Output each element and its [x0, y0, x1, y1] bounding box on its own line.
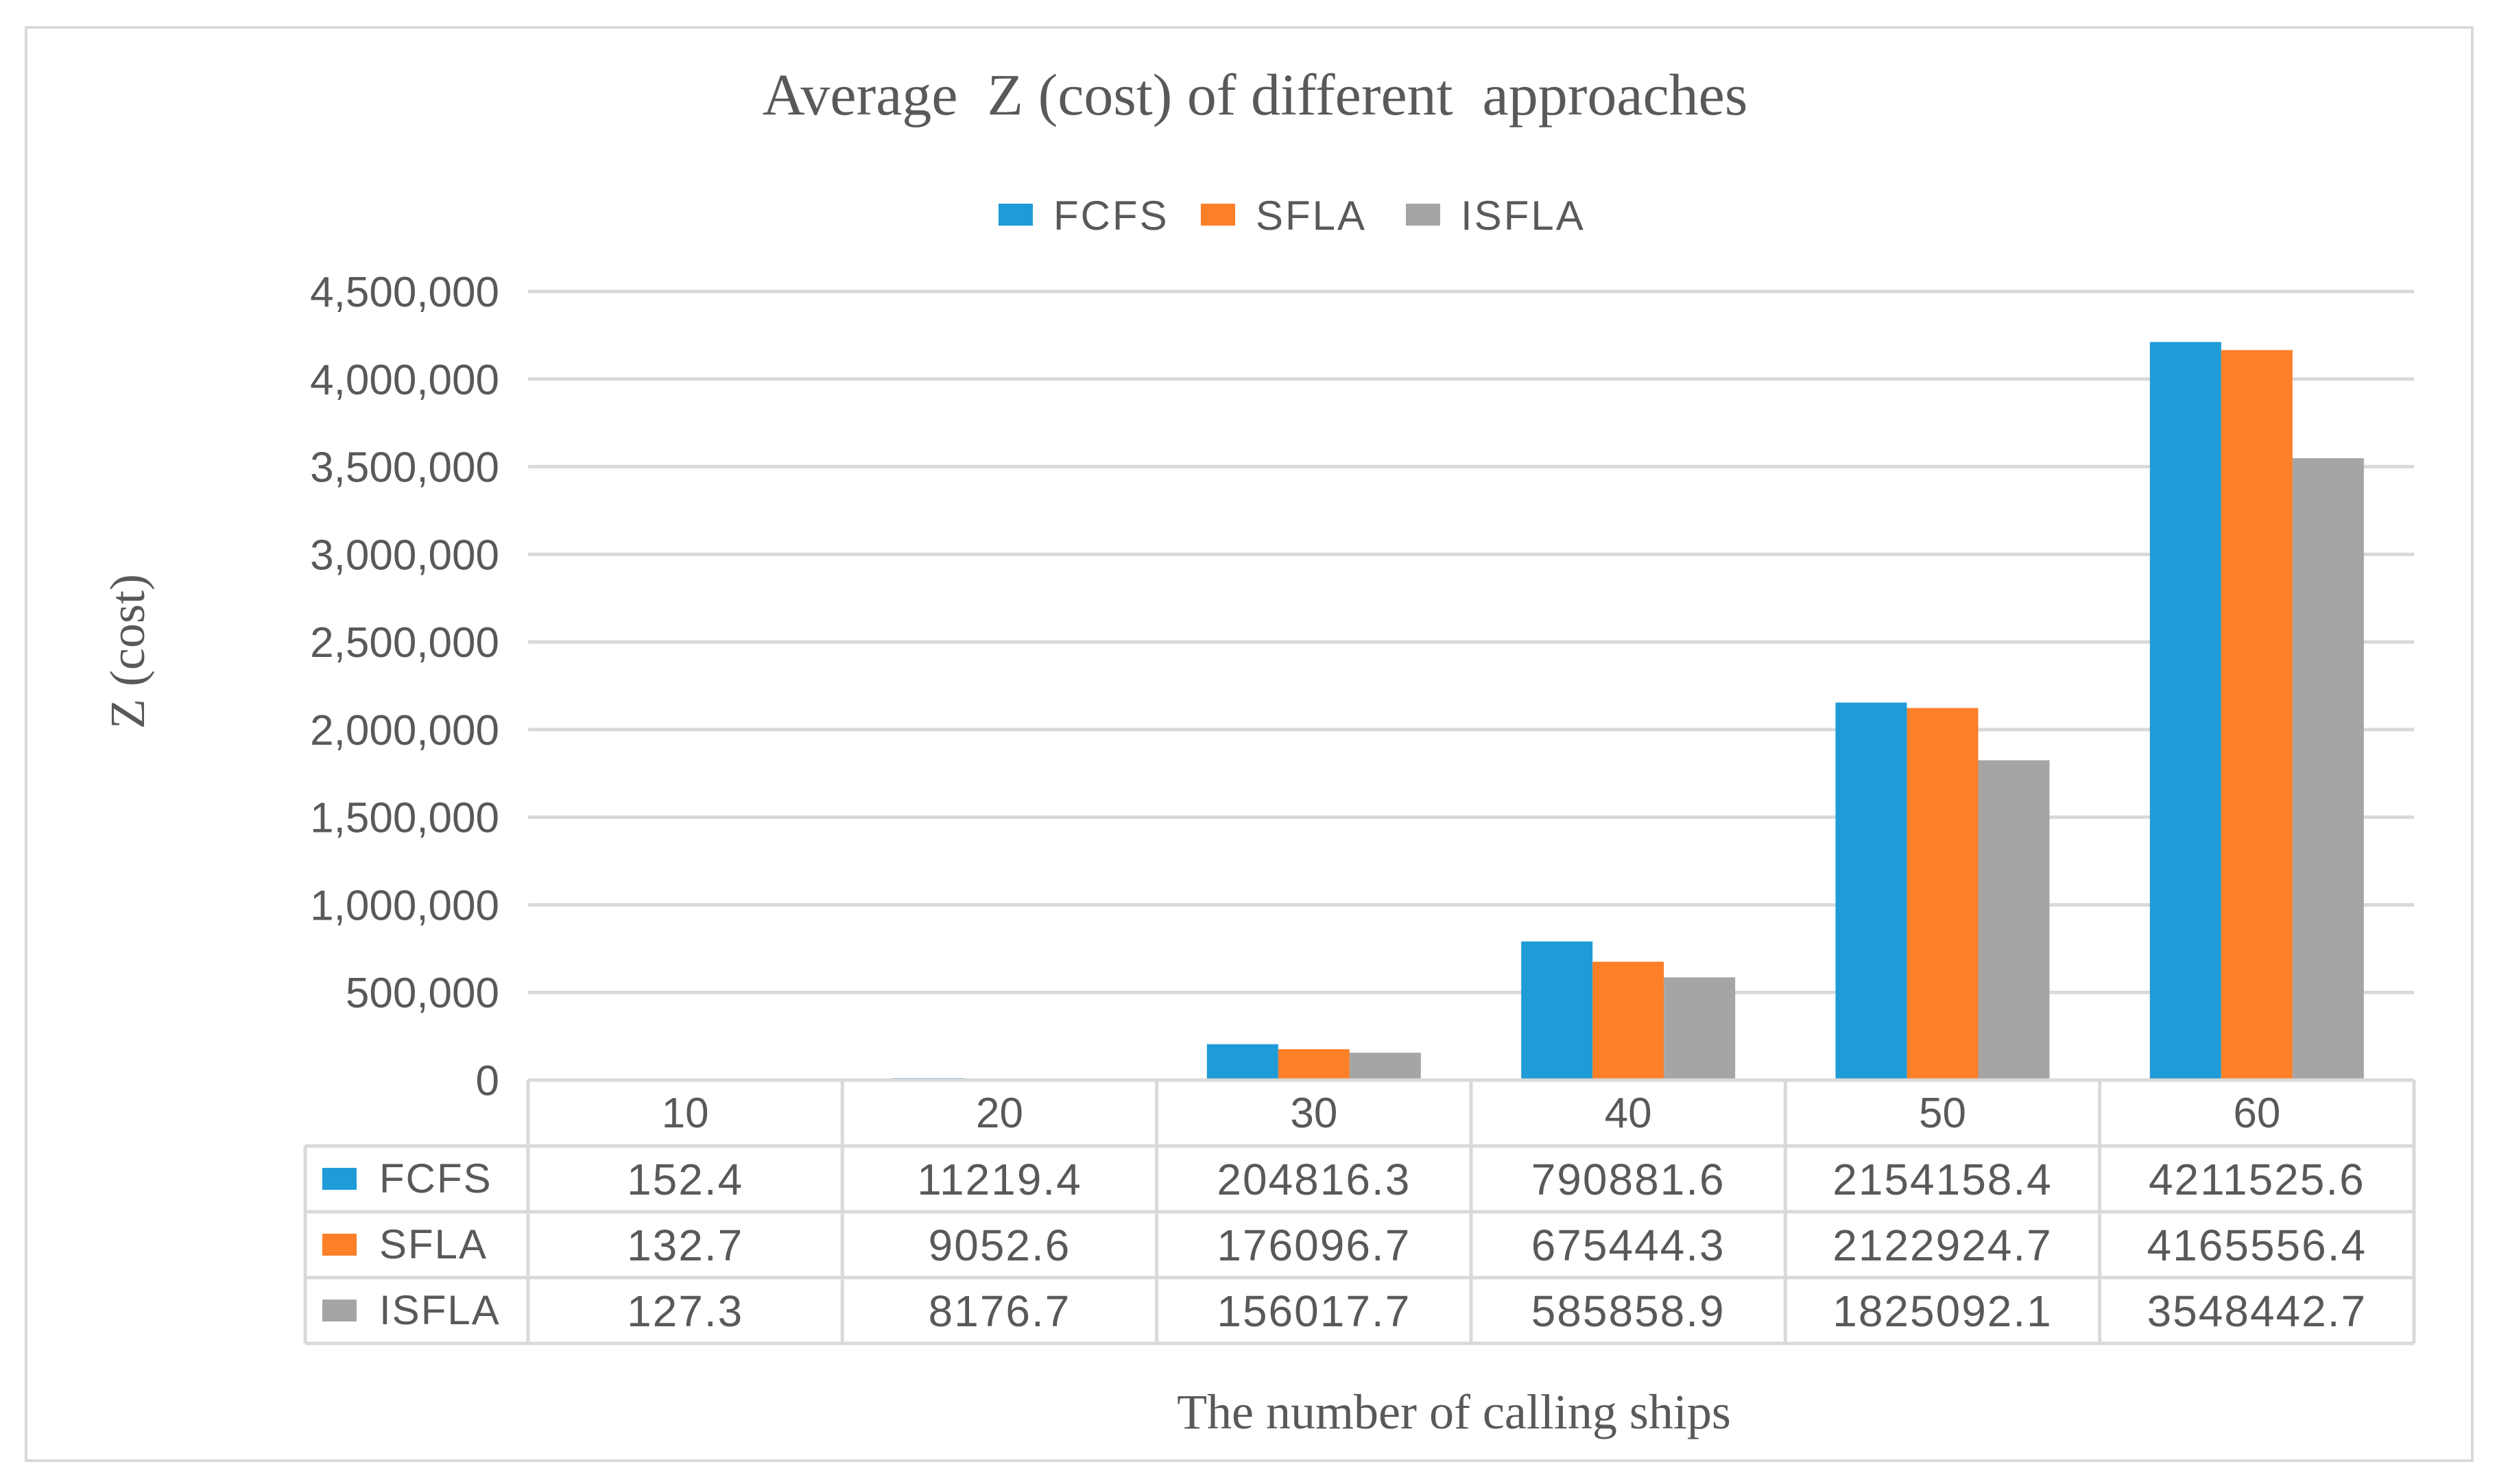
data-label: 127.3	[627, 1286, 743, 1336]
legend: FCFS SFLA ISFLA	[999, 193, 1586, 239]
x-tick-label: 40	[1605, 1090, 1652, 1137]
bar-sfla-40	[1592, 961, 1664, 1080]
bar-fcfs-60	[2150, 342, 2221, 1080]
y-tick-label: 3,500,000	[310, 444, 499, 492]
table-legend-key-sfla	[322, 1234, 357, 1256]
data-label: 132.7	[627, 1221, 743, 1270]
data-label: 4165556.4	[2147, 1221, 2367, 1270]
y-axis-label: Z (cost)	[100, 574, 155, 729]
y-tick-label: 1,500,000	[310, 795, 499, 842]
data-label: 156017.7	[1217, 1286, 1411, 1336]
legend-label-sfla: SFLA	[1256, 193, 1367, 239]
bar-isfla-30	[1350, 1053, 1421, 1080]
data-label: 8176.7	[929, 1286, 1071, 1336]
y-tick-label: 0	[476, 1057, 499, 1105]
x-tick-label: 30	[1290, 1090, 1337, 1137]
data-label: 152.4	[627, 1155, 743, 1204]
data-label: 9052.6	[929, 1221, 1071, 1270]
x-tick-label: 10	[662, 1090, 709, 1137]
data-label: 204816.3	[1217, 1155, 1411, 1204]
bar-sfla-60	[2221, 350, 2293, 1080]
data-label: 2122924.7	[1832, 1221, 2053, 1270]
y-tick-label: 2,000,000	[310, 707, 499, 754]
legend-swatch-fcfs	[999, 204, 1033, 226]
data-label: 585858.9	[1531, 1286, 1725, 1336]
legend-label-fcfs: FCFS	[1053, 193, 1169, 239]
chart-title: Average Z (cost) of different approaches	[763, 62, 1748, 128]
bar-fcfs-40	[1521, 942, 1592, 1080]
bar-fcfs-50	[1836, 702, 1907, 1080]
x-tick-label: 60	[2233, 1090, 2280, 1137]
y-tick-label: 500,000	[346, 970, 499, 1017]
bar-sfla-50	[1907, 708, 1979, 1080]
bar-isfla-60	[2293, 458, 2364, 1080]
data-label: 3548442.7	[2147, 1286, 2367, 1336]
data-label: 11219.4	[917, 1155, 1082, 1204]
legend-swatch-isfla	[1406, 204, 1440, 226]
y-tick-label: 4,000,000	[310, 357, 499, 404]
table-legend-key-fcfs	[322, 1168, 357, 1190]
table-series-name: ISFLA	[379, 1287, 501, 1333]
data-label: 2154158.4	[1832, 1155, 2053, 1204]
data-label: 675444.3	[1531, 1221, 1725, 1270]
bar-isfla-40	[1664, 977, 1735, 1080]
legend-label-isfla: ISFLA	[1461, 193, 1586, 239]
x-tick-label: 20	[976, 1090, 1023, 1137]
table-series-name: SFLA	[379, 1221, 488, 1267]
data-label: 790881.6	[1531, 1155, 1725, 1204]
x-axis-label: The number of calling ships	[1177, 1385, 1731, 1439]
table-legend-key-isfla	[322, 1300, 357, 1321]
y-tick-label: 1,000,000	[310, 882, 499, 929]
bar-fcfs-30	[1207, 1044, 1278, 1080]
data-label: 1825092.1	[1832, 1286, 2053, 1336]
bar-isfla-50	[1979, 761, 2050, 1080]
y-tick-label: 3,000,000	[310, 531, 499, 579]
data-label: 4211525.6	[2149, 1155, 2365, 1204]
bar-sfla-30	[1278, 1049, 1350, 1080]
y-tick-label: 2,500,000	[310, 619, 499, 667]
x-tick-label: 50	[1919, 1090, 1966, 1137]
table-series-name: FCFS	[379, 1156, 492, 1201]
legend-swatch-sfla	[1201, 204, 1235, 226]
y-tick-label: 4,500,000	[310, 269, 499, 316]
data-label: 176096.7	[1217, 1221, 1411, 1270]
